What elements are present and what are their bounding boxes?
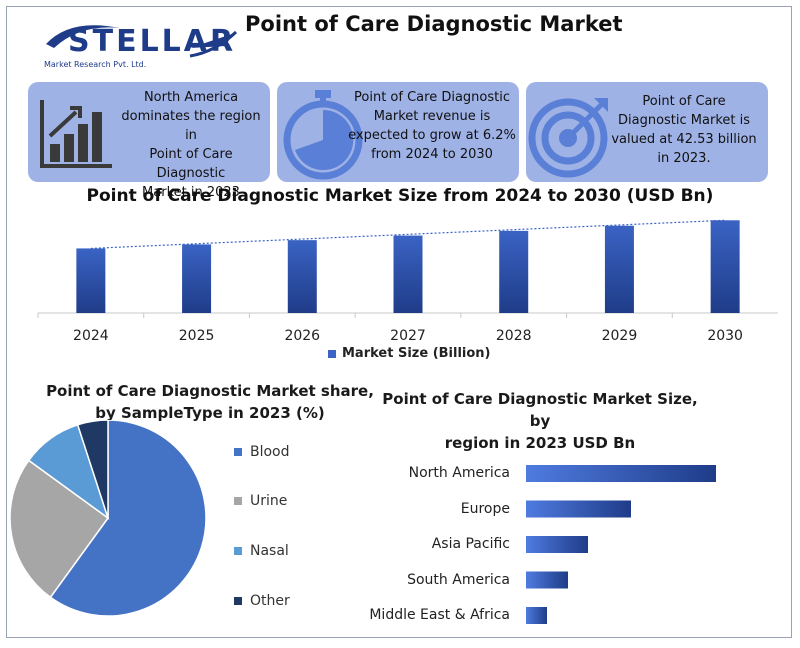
card-line: North America [143, 90, 239, 105]
legend-label: Urine [250, 493, 288, 509]
trend-line [90, 219, 726, 250]
stellar-logo: STELLAR Market Research Pvt. Ltd. [40, 14, 240, 74]
card-line: Point of Care Diagnostic [149, 147, 233, 181]
card-line: Point of Care [642, 94, 726, 109]
card-line: Diagnostic Market is [618, 113, 750, 128]
legend-item-blood: Blood [234, 444, 290, 460]
bar-2025 [182, 244, 212, 313]
pie-slice-other [76, 420, 109, 519]
market-size-bar-chart: 2024 2025 2026 2027 2028 2029 2030 [37, 219, 778, 344]
pie-slice-urine [9, 459, 110, 599]
card-growth: Point of Care Diagnostic Market revenue … [277, 82, 519, 182]
region-chart-title: Point of Care Diagnostic Market Size, by… [380, 388, 700, 454]
pie-chart-title: Point of Care Diagnostic Market share, b… [40, 380, 380, 424]
region-label: Middle East & Africa [369, 607, 510, 623]
x-tick-label: 2029 [602, 328, 638, 344]
region-title-line: Point of Care Diagnostic Market Size, by [382, 390, 698, 430]
bar-2028 [499, 230, 529, 313]
card-line: expected to grow at 6.2% [348, 128, 516, 143]
stopwatch-icon [283, 90, 363, 180]
bar-2027 [393, 235, 423, 313]
region-title-line: region in 2023 USD Bn [444, 434, 636, 452]
pie-slice-blood [49, 420, 207, 617]
logo-subtitle: Market Research Pvt. Ltd. [44, 60, 147, 69]
card-line: dominates the region in [121, 109, 261, 143]
pie-title-line: by SampleType in 2023 (%) [95, 404, 325, 422]
legend-swatch [328, 349, 336, 358]
region-label: North America [408, 465, 510, 481]
x-tick-label: 2027 [390, 328, 426, 344]
bar-2029 [604, 225, 634, 313]
x-tick-label: 2024 [73, 328, 109, 344]
region-bar [526, 500, 631, 518]
region-bar [526, 571, 568, 589]
legend-item-nasal: Nasal [234, 543, 289, 559]
legend-item-other: Other [234, 593, 290, 609]
region-bar [526, 536, 588, 553]
legend-swatch [234, 597, 242, 605]
card-line: in 2023. [657, 151, 711, 166]
x-tick-label: 2026 [284, 328, 320, 344]
region-bar-chart [526, 465, 716, 624]
sample-type-pie-chart [9, 420, 207, 617]
region-label: Asia Pacific [431, 536, 510, 552]
legend-label: Nasal [250, 543, 289, 559]
region-bar [526, 607, 547, 624]
card-line: Point of Care Diagnostic [354, 90, 510, 105]
target-icon [528, 98, 608, 178]
bar-chart-icon [40, 100, 112, 168]
logo-swoosh-icon [46, 25, 238, 58]
card-north-america: North America dominates the region in Po… [28, 82, 270, 200]
page-title: Point of Care Diagnostic Market [245, 12, 623, 36]
legend-item-urine: Urine [234, 493, 287, 509]
pie-title-line: Point of Care Diagnostic Market share, [46, 382, 374, 400]
x-tick-label: 2030 [707, 328, 743, 344]
legend-label: Blood [250, 444, 290, 460]
infographic-frame [6, 6, 792, 638]
legend-swatch [234, 547, 242, 555]
card-line: Market in 2023 [142, 185, 240, 200]
region-bar [526, 465, 716, 482]
bar-2024 [76, 248, 106, 313]
x-tick-label: 2028 [496, 328, 532, 344]
card-valuation: Point of Care Diagnostic Market is value… [526, 82, 768, 182]
bar-2026 [287, 240, 317, 313]
legend-label: Market Size (Billion) [342, 346, 491, 361]
region-label: Europe [460, 500, 510, 517]
x-tick-label: 2025 [179, 328, 215, 344]
logo-wordmark: STELLAR [68, 24, 237, 59]
card-line: from 2024 to 2030 [371, 147, 493, 162]
bar-chart-title: Point of Care Diagnostic Market Size fro… [86, 186, 714, 206]
region-label: South America [407, 571, 510, 588]
card-line: valued at 42.53 billion [611, 132, 757, 147]
bar-2030 [710, 220, 740, 313]
legend-swatch [234, 497, 242, 505]
card-line: Market revenue is [373, 109, 491, 124]
legend-label: Other [250, 593, 290, 609]
legend-swatch [234, 448, 242, 456]
bar-legend: Market Size (Billion) [328, 346, 491, 361]
